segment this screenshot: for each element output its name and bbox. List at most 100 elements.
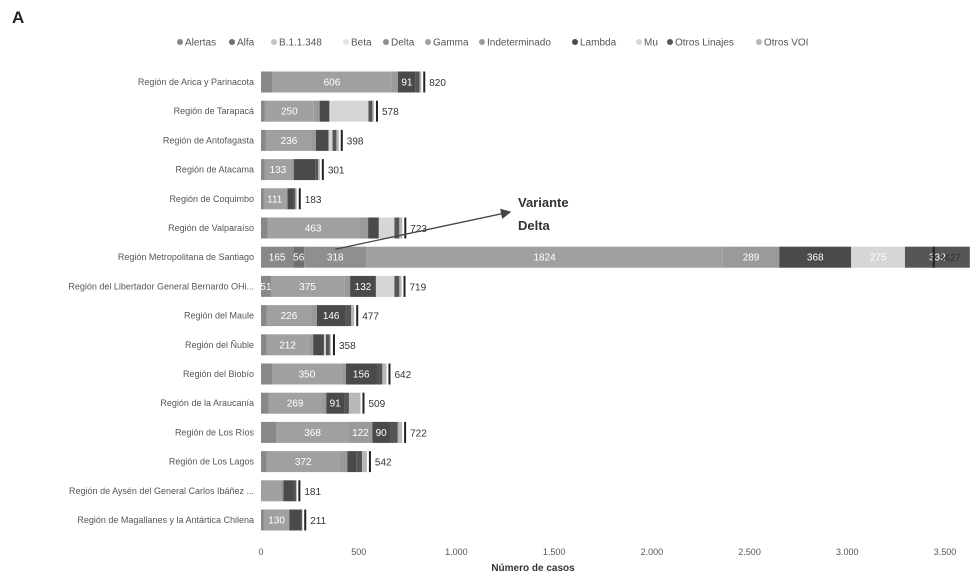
segment-label: 90 xyxy=(376,428,388,439)
bar-segment xyxy=(348,392,361,414)
segment-label: 372 xyxy=(295,457,312,468)
total-label: 820 xyxy=(429,78,446,89)
segment-label: 122 xyxy=(352,428,369,439)
x-tick-label: 1.000 xyxy=(445,547,468,557)
bar-segment xyxy=(261,363,273,385)
bar-segment xyxy=(287,188,294,210)
total-marker xyxy=(340,129,343,151)
bar-segment xyxy=(356,451,363,473)
bar-segment xyxy=(261,451,267,473)
bar-segment xyxy=(391,71,398,93)
total-label: 578 xyxy=(382,107,399,118)
segment-label: 375 xyxy=(299,282,316,293)
x-axis-label: Número de casos xyxy=(491,563,575,574)
bar-segment xyxy=(332,129,337,151)
bar-segment xyxy=(329,100,369,122)
total-marker xyxy=(388,363,391,385)
total-label: 358 xyxy=(339,341,356,352)
segment-label: 111 xyxy=(267,194,283,205)
bar-segment xyxy=(397,71,416,93)
legend-marker xyxy=(425,39,431,45)
bar-segment xyxy=(779,246,852,268)
total-marker xyxy=(304,509,307,531)
x-tick-label: 3.000 xyxy=(836,547,859,557)
segment-label: 332 xyxy=(929,253,946,264)
category-label: Región de Coquimbo xyxy=(169,194,254,204)
bar-segment xyxy=(304,246,367,268)
bar-segment xyxy=(372,100,374,122)
bar-segment xyxy=(261,246,294,268)
segment-label: 91 xyxy=(401,78,413,89)
bar-segment xyxy=(394,217,400,239)
bar-segment xyxy=(261,480,281,502)
category-label: Región del Biobío xyxy=(183,369,254,379)
bar-segment xyxy=(415,71,420,93)
bar-segment xyxy=(270,275,345,297)
bar-segment xyxy=(368,217,379,239)
bar-segment xyxy=(375,275,395,297)
bar-segment xyxy=(295,188,297,210)
segment-label: 250 xyxy=(281,107,298,118)
total-label: 301 xyxy=(328,166,345,177)
segment-label: 269 xyxy=(287,399,304,410)
segment-label: 368 xyxy=(304,428,321,439)
bar-segment xyxy=(263,509,290,531)
bar-segment xyxy=(261,334,267,356)
total-marker xyxy=(404,421,407,443)
bar-segment xyxy=(329,334,331,356)
total-marker xyxy=(298,480,301,502)
category-label: Región de Magallanes y la Antártica Chil… xyxy=(77,515,254,525)
category-label: Región de Arica y Parinacota xyxy=(138,77,254,87)
bar-segment xyxy=(394,275,400,297)
total-marker xyxy=(362,392,365,414)
bar-segment xyxy=(261,305,267,327)
bar-segment xyxy=(328,129,333,151)
legend-marker xyxy=(756,39,762,45)
bar-segment xyxy=(301,509,303,531)
bar-segment xyxy=(280,480,284,502)
bar-segment xyxy=(382,363,387,385)
bar-segment xyxy=(399,217,403,239)
bar-segment xyxy=(261,71,273,93)
legend-marker xyxy=(636,39,642,45)
legend-entry: Alertas xyxy=(185,38,216,49)
segment-label: 226 xyxy=(281,311,298,322)
category-labels: Región de Arica y Parinacota Región de Ta… xyxy=(68,77,254,525)
bar-segment xyxy=(326,392,345,414)
total-label: 723 xyxy=(410,224,427,235)
bar-segment xyxy=(376,363,383,385)
bar-segment xyxy=(904,246,970,268)
bar-segment xyxy=(267,217,359,239)
legend: Alertas Alfa B.1.1.348 Beta Delta Gamma Indete… xyxy=(177,38,808,49)
legend-marker xyxy=(343,39,349,45)
total-marker xyxy=(368,451,371,473)
total-label: 211 xyxy=(310,516,326,527)
legend-entry: Lambda xyxy=(580,38,617,49)
bar-segment xyxy=(399,275,402,297)
bar-segment xyxy=(272,363,342,385)
legend-entry: Indeterminado xyxy=(487,38,551,49)
x-tick-label: 1.500 xyxy=(543,547,566,557)
bar-segment xyxy=(315,129,329,151)
bar-segment xyxy=(321,392,327,414)
segment-label: 350 xyxy=(299,370,316,381)
category-label: Región del Libertador General Bernardo O… xyxy=(68,281,254,291)
bar-segment xyxy=(261,100,265,122)
bar-segment xyxy=(261,421,277,443)
bar-segment xyxy=(348,421,373,443)
bar-segment xyxy=(311,305,317,327)
total-marker xyxy=(403,275,406,297)
bar-segment xyxy=(378,217,395,239)
bar-segment xyxy=(315,159,319,181)
bar-segment xyxy=(261,217,268,239)
category-label: Región de Tarapacá xyxy=(174,106,254,116)
bar-segment xyxy=(268,392,322,414)
total-marker xyxy=(404,217,407,239)
category-label: Región de la Araucanía xyxy=(160,398,254,408)
bar-segment xyxy=(264,159,291,181)
category-label: Región de Atacama xyxy=(175,165,254,175)
total-marker xyxy=(375,100,378,122)
category-label: Región del Ñuble xyxy=(185,340,254,350)
bar-segment xyxy=(294,480,297,502)
